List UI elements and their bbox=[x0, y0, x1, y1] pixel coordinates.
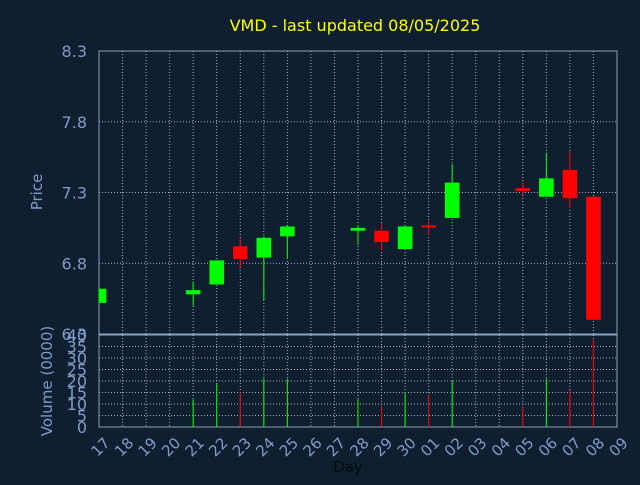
price-y-tick-label: 8.3 bbox=[62, 42, 87, 61]
candle-body bbox=[421, 225, 436, 228]
volume-y-tick-label: 35 bbox=[67, 338, 87, 357]
price-y-tick-label: 6.3 bbox=[62, 325, 87, 344]
candlestick bbox=[280, 225, 295, 260]
candlestick bbox=[539, 152, 554, 197]
volume-y-tick-label: 25 bbox=[67, 361, 87, 380]
candlestick bbox=[209, 260, 225, 285]
candle-body bbox=[232, 246, 248, 260]
candlestick bbox=[421, 220, 436, 235]
x-axis-label: Day bbox=[333, 458, 363, 476]
volume-y-tick-label: 40 bbox=[67, 326, 87, 345]
chart-title: VMD - last updated 08/05/2025 bbox=[230, 16, 481, 35]
price-axis-label: Price bbox=[28, 174, 46, 211]
candlestick bbox=[444, 164, 460, 218]
candlestick bbox=[515, 182, 531, 196]
price-y-tick-label: 7.8 bbox=[62, 113, 87, 132]
candle-body bbox=[515, 188, 531, 192]
candle-body bbox=[350, 227, 366, 231]
volume-y-tick-label: 20 bbox=[67, 372, 87, 391]
candlestick bbox=[98, 288, 107, 303]
candle-body bbox=[99, 288, 107, 303]
volume-axis-label: Volume (0000) bbox=[38, 326, 56, 436]
volume-y-tick-label: 10 bbox=[67, 395, 87, 414]
candlestick bbox=[350, 225, 366, 245]
volume-y-tick-label: 30 bbox=[67, 349, 87, 368]
candle-body bbox=[374, 230, 389, 243]
candle-body bbox=[562, 169, 578, 199]
candlestick bbox=[256, 236, 272, 301]
candlestick bbox=[232, 237, 248, 268]
candle-body bbox=[539, 178, 554, 197]
volume-y-tick-label: 15 bbox=[67, 384, 87, 403]
price-y-tick-label: 6.8 bbox=[62, 254, 87, 273]
volume-y-tick-label: 0 bbox=[77, 418, 87, 437]
price-y-tick-label: 7.3 bbox=[62, 184, 87, 203]
candle-body bbox=[209, 260, 225, 285]
candle-body bbox=[444, 182, 460, 218]
volume-y-tick-label: 5 bbox=[77, 407, 87, 426]
candle-body bbox=[586, 196, 601, 320]
x-tick-labels: 1718192021222324252627282930010203040506… bbox=[88, 434, 632, 460]
candle-body bbox=[256, 237, 272, 258]
price-panel: 8.3 7.8 7.3 6.8 6.3 bbox=[62, 42, 618, 344]
candle-body bbox=[185, 290, 201, 295]
candlestick bbox=[185, 281, 201, 306]
candle-body bbox=[280, 226, 295, 237]
candlestick bbox=[374, 223, 389, 251]
candle-body bbox=[397, 226, 413, 250]
candlestick bbox=[397, 225, 413, 250]
candlestick bbox=[586, 196, 601, 320]
candlestick bbox=[562, 151, 578, 209]
